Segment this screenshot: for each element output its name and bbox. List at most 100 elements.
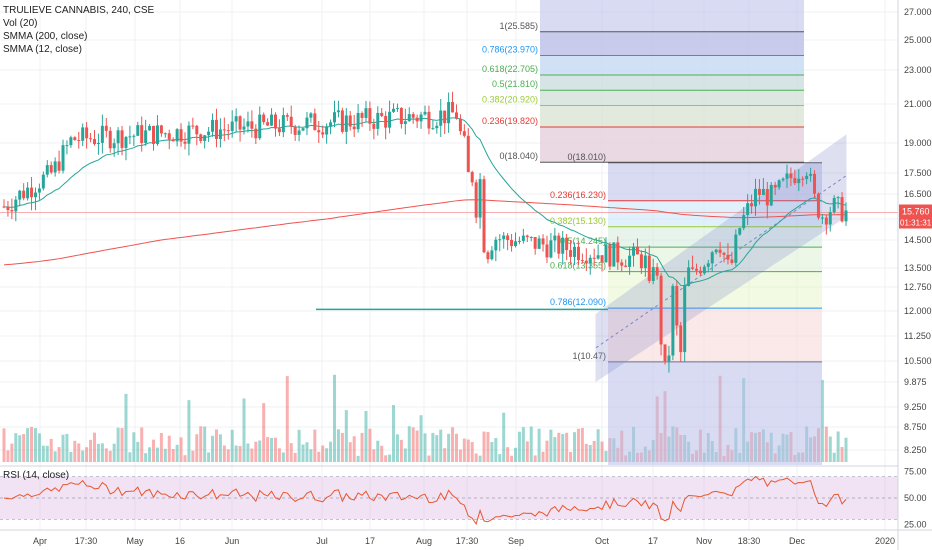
volume-bar-30 (120, 428, 124, 462)
candle-body-135 (533, 236, 537, 249)
candle-body-133 (525, 235, 529, 238)
volume-bar-77 (305, 442, 309, 462)
candle-body-99 (392, 108, 396, 112)
candle-body-200 (789, 173, 793, 179)
volume-bar-110 (435, 435, 439, 462)
candle-body-96 (380, 112, 384, 117)
legend-volume[interactable]: Vol (20) (3, 18, 38, 29)
volume-bar-63 (250, 448, 254, 462)
candle-body-138 (545, 244, 549, 258)
candle-body-164 (647, 255, 651, 281)
volume-bar-122 (482, 431, 486, 462)
volume-bar-133 (525, 441, 529, 462)
candle-body-90 (356, 113, 360, 130)
volume-bar-103 (407, 426, 411, 462)
volume-bar-40 (159, 432, 163, 462)
volume-bar-6 (26, 428, 30, 462)
candle-body-108 (427, 111, 431, 129)
candle-body-74 (293, 126, 297, 135)
candle-body-53 (211, 119, 215, 132)
fib-retracement[interactable]: 1(25.585) 0.786(23.970) 0.618(22.705) 0.5(2… (482, 0, 822, 465)
y-tick-8: 14.500 (904, 235, 932, 245)
volume-bar-76 (301, 444, 305, 462)
countdown-text: 01:31:31 (900, 219, 932, 228)
fib-upper-label-6: 0(18.040) (499, 151, 538, 161)
candle-body-154 (608, 244, 612, 267)
legend-rsi[interactable]: RSI (14, close) (3, 470, 70, 481)
volume-bar-29 (116, 427, 120, 462)
volume-bar-21 (85, 447, 89, 462)
volume-bar-210 (828, 436, 832, 462)
volume-bar-82 (325, 448, 329, 462)
y-tick-5: 17.500 (904, 168, 932, 178)
candle-body-103 (407, 114, 411, 122)
candle-body-50 (199, 134, 203, 141)
candle-body-155 (612, 242, 616, 267)
candle-body-145 (573, 246, 577, 257)
volume-bar-148 (584, 443, 588, 462)
candle-body-100 (395, 107, 399, 109)
volume-bar-86 (340, 432, 344, 462)
legend-smma-200[interactable]: SMMA (200, close) (3, 31, 88, 42)
candle-body-26 (104, 125, 108, 131)
last-price-text: 15.760 (902, 207, 930, 217)
candle-body-186 (734, 234, 738, 263)
candle-body-203 (801, 178, 805, 180)
candle-body-10 (41, 174, 45, 189)
candle-body-168 (663, 344, 667, 362)
candle-body-209 (824, 217, 828, 225)
candle-body-206 (813, 173, 817, 194)
volume-bar-149 (588, 445, 592, 462)
volume-bar-7 (30, 426, 34, 462)
candle-body-127 (502, 235, 506, 240)
fib-lower-zone-5 (608, 308, 822, 363)
volume-bar-120 (474, 453, 478, 462)
candle-body-16 (65, 145, 69, 147)
fib-lower-label-3: 0.5(14.245) (560, 236, 606, 246)
fib-upper-label-0: 1(25.585) (499, 21, 538, 31)
volume-bar-53 (211, 435, 215, 462)
volume-bar-126 (498, 454, 502, 462)
volume-bar-17 (69, 451, 73, 462)
fib-upper-zone-0 (540, 31, 804, 56)
candle-body-52 (207, 131, 211, 136)
candle-body-118 (466, 135, 470, 173)
volume-bar-130 (513, 447, 517, 462)
candle-body-89 (352, 126, 356, 130)
candle-body-91 (360, 113, 364, 118)
candle-body-170 (671, 285, 675, 356)
volume-bar-153 (604, 450, 608, 462)
candle-body-211 (832, 197, 836, 213)
volume-bar-102 (403, 448, 407, 462)
fib-upper-label-5: 0.236(19.820) (482, 116, 538, 126)
y-tick-13: 10.500 (904, 356, 932, 366)
volume-bar-3 (14, 433, 18, 462)
candle-body-126 (498, 239, 502, 241)
candle-body-63 (250, 121, 254, 129)
candle-body-68 (270, 114, 274, 126)
volume-bar-132 (521, 427, 525, 462)
legend-smma-12[interactable]: SMMA (12, close) (3, 44, 82, 55)
volume-bar-68 (270, 437, 274, 462)
volume-bar-94 (372, 449, 376, 462)
volume-bar-31 (124, 393, 128, 462)
candle-body-23 (92, 139, 96, 145)
candle-body-8 (33, 192, 37, 198)
candle-body-202 (797, 178, 801, 184)
legend-symbol[interactable]: TRULIEVE CANNABIS, 240, CSE (3, 5, 155, 16)
candle-body-41 (163, 133, 167, 135)
y-tick-0: 27.000 (904, 7, 932, 17)
rsi-band (0, 476, 898, 520)
volume-bar-113 (447, 433, 451, 462)
volume-bar-147 (580, 427, 584, 462)
volume-bar-59 (234, 445, 238, 462)
candle-body-76 (301, 128, 305, 131)
fib-lower-label-2: 0.382(15.130) (550, 216, 606, 226)
candle-body-144 (569, 250, 573, 257)
volume-bar-57 (226, 449, 230, 462)
candle-body-124 (490, 250, 494, 260)
candle-body-149 (588, 257, 592, 264)
volume-bar-1 (6, 450, 10, 462)
y-tick-10: 12.750 (904, 282, 932, 292)
